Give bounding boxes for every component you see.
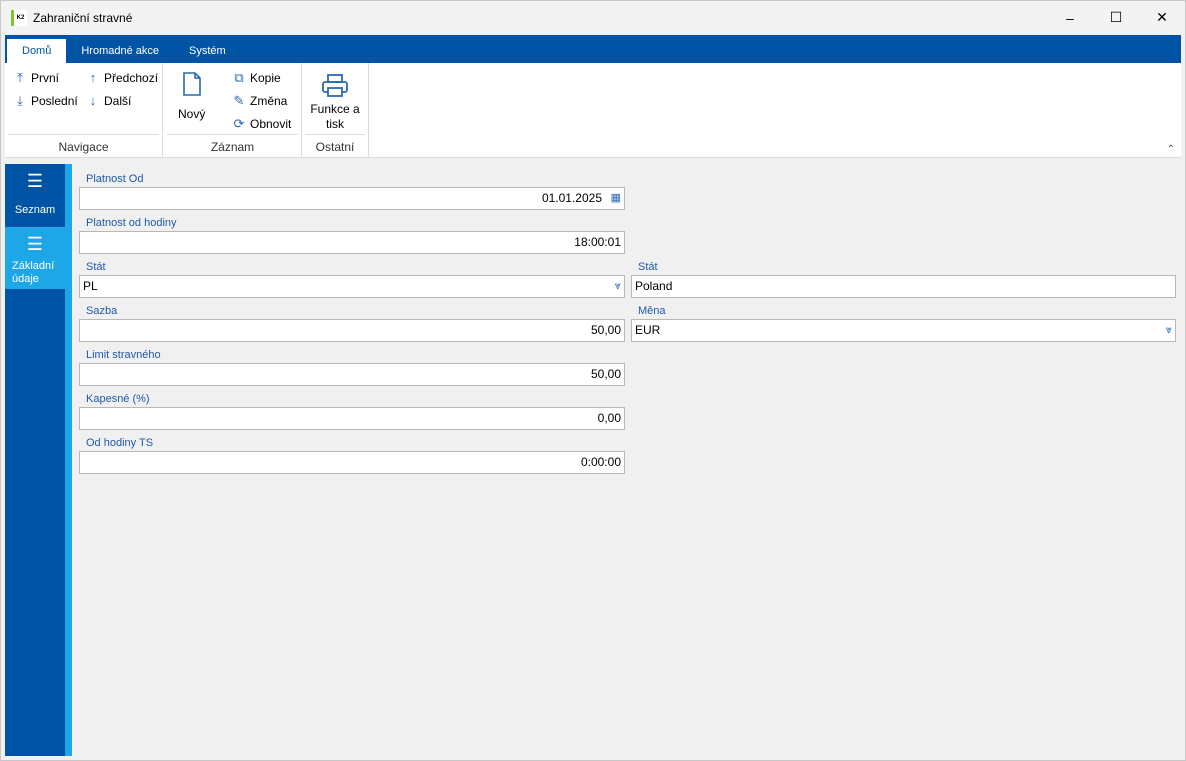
mena-label: Měna (638, 305, 666, 317)
ribbon-tabs: Domů Hromadné akce Systém (5, 35, 1181, 63)
printer-icon (322, 74, 348, 97)
edit-button[interactable]: ✎ Změna (233, 93, 288, 108)
tab-hromadne-akce[interactable]: Hromadné akce (81, 45, 159, 57)
limit-input[interactable]: 50,00 (79, 363, 625, 386)
platnost-od-label: Platnost Od (86, 173, 144, 185)
previous-button[interactable]: ↑ Předchozí (86, 70, 158, 85)
new-button[interactable]: Nový (178, 71, 205, 121)
kapesne-input[interactable]: 0,00 (79, 407, 625, 430)
arrow-up-icon: ↑ (89, 70, 97, 85)
arrow-to-top-icon: ⤒ (17, 70, 23, 85)
arrow-down-icon: ↓ (89, 93, 97, 108)
stat-nazev-label: Stát (638, 261, 658, 273)
group-navigace: ⤒ První ⤓ Poslední ↑ Předchozí ↓ Další Navig… (5, 63, 163, 158)
new-document-icon (182, 72, 201, 96)
list-icon: ☰ (26, 234, 44, 254)
app-logo: K2 (11, 9, 27, 26)
copy-icon: ⧉ (234, 70, 244, 85)
arrow-to-bottom-icon: ⤓ (17, 93, 23, 108)
group-label: Navigace (8, 134, 159, 154)
stat-kod-label: Stát (86, 261, 106, 273)
next-button[interactable]: ↓ Další (86, 93, 132, 108)
stat-nazev-field[interactable]: Poland (631, 275, 1176, 298)
close-button[interactable]: ✕ (1156, 9, 1168, 25)
sidebar-item-seznam[interactable]: ☰ Seznam (5, 164, 65, 226)
window-title: Zahraniční stravné (33, 10, 133, 25)
sidebar-active-strip (65, 164, 72, 756)
stat-kod-select[interactable]: PL ⩔ (79, 275, 625, 298)
calendar-icon[interactable]: ▦ (610, 192, 621, 204)
refresh-icon: ⟳ (233, 116, 245, 131)
tab-domu[interactable]: Domů (7, 39, 67, 63)
group-zaznam: Nový ⧉ Kopie ✎ Změna ⟳ Obnovit Záznam (164, 63, 302, 158)
functions-print-button[interactable]: Funkce a tisk (310, 73, 360, 132)
group-label: Záznam (167, 134, 298, 154)
sazba-label: Sazba (86, 305, 118, 317)
sazba-input[interactable]: 50,00 (79, 319, 625, 342)
platnost-od-hodiny-input[interactable]: 18:00:01 (79, 231, 625, 254)
dropdown-icon[interactable]: ⩔ (1165, 324, 1172, 336)
last-button[interactable]: ⤓ Poslední (13, 93, 78, 109)
limit-label: Limit stravného (86, 349, 161, 361)
od-hodiny-ts-input[interactable]: 0:00:00 (79, 451, 625, 474)
title-bar: K2 Zahraniční stravné – ☐ ✕ (1, 1, 1185, 34)
pencil-icon: ✎ (233, 93, 245, 108)
hamburger-icon: ☰ (26, 171, 44, 191)
collapse-ribbon-icon[interactable]: ⌃ (1166, 144, 1175, 155)
group-ostatni: Funkce a tisk Ostatní (302, 63, 369, 158)
first-button[interactable]: ⤒ První (13, 70, 59, 86)
tab-system[interactable]: Systém (189, 45, 226, 57)
form-area: Platnost Od 01.01.2025 ▦ Platnost od hodi… (72, 164, 1181, 756)
mena-select[interactable]: EUR ⩔ (631, 319, 1176, 342)
refresh-button[interactable]: ⟳ Obnovit (233, 116, 292, 131)
ribbon: ⤒ První ⤓ Poslední ↑ Předchozí ↓ Další Navig… (5, 63, 1181, 158)
minimize-button[interactable]: – (1066, 9, 1074, 26)
copy-button[interactable]: ⧉ Kopie (232, 70, 280, 86)
platnost-od-hodiny-label: Platnost od hodiny (86, 217, 177, 229)
kapesne-label: Kapesné (%) (86, 393, 150, 405)
sidebar: ☰ Seznam ☰ Základní údaje (5, 164, 65, 756)
maximize-button[interactable]: ☐ (1109, 9, 1123, 25)
od-hodiny-ts-label: Od hodiny TS (86, 437, 154, 449)
dropdown-icon[interactable]: ⩔ (614, 280, 621, 292)
sidebar-item-zakladni-udaje[interactable]: ☰ Základní údaje (5, 227, 65, 289)
platnost-od-input[interactable]: 01.01.2025 ▦ (79, 187, 625, 210)
group-label: Ostatní (305, 134, 365, 154)
